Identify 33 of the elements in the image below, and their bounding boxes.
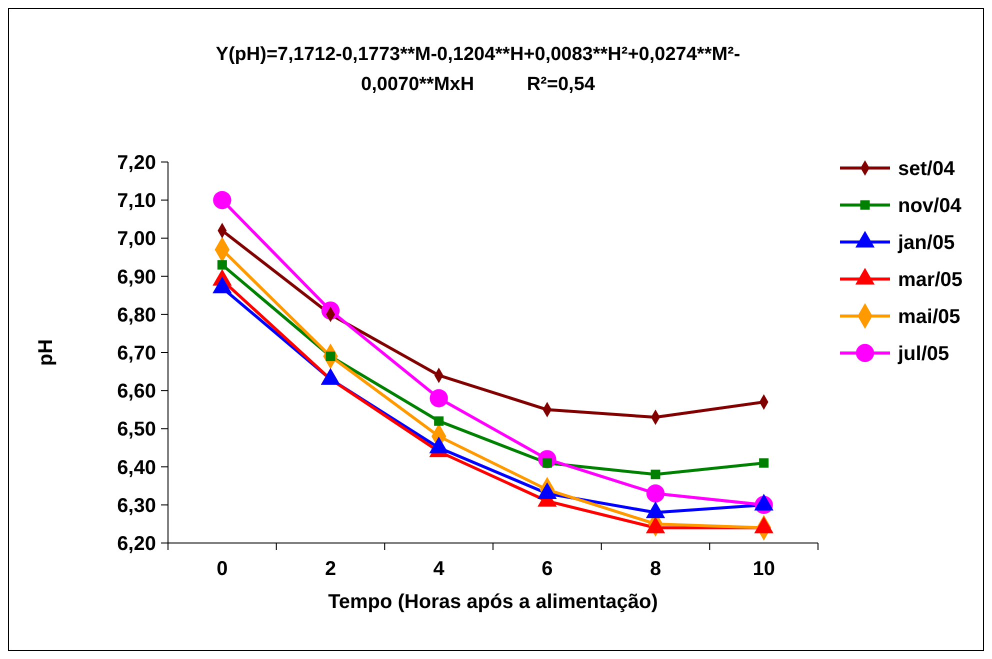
y-tick-label: 7,00: [117, 228, 156, 250]
point: [434, 416, 444, 426]
point: [650, 470, 660, 480]
point: [646, 484, 665, 503]
legend-label: nov/04: [898, 195, 962, 217]
x-axis-title: Tempo (Horas após a alimentação): [328, 591, 658, 613]
y-tick-label: 6,70: [117, 342, 156, 364]
point: [213, 191, 232, 210]
y-tick-label: 6,50: [117, 418, 156, 441]
y-tick-label: 6,20: [117, 533, 156, 555]
point: [759, 458, 769, 468]
chart-title: Y(pH)=7,1712-0,1773**M-0,1204**H+0,0083**H²+0,0274**M²- 0,0070**MxH R²=0,54: [216, 44, 740, 95]
y-tick-label: 7,20: [117, 152, 156, 174]
y-axis-title: pH: [35, 339, 57, 366]
legend-label: set/04: [898, 158, 956, 180]
x-tick-label: 4: [433, 558, 446, 580]
point: [430, 389, 448, 408]
x-tick-label: 2: [324, 558, 336, 580]
y-tick-label: 6,90: [117, 266, 156, 288]
y-tick-label: 6,80: [117, 304, 156, 326]
legend-label: jul/05: [897, 343, 950, 365]
legend-label: mar/05: [898, 269, 962, 291]
point: [217, 260, 227, 270]
x-tick-label: 6: [542, 558, 553, 580]
y-tick-label: 6,60: [117, 380, 156, 403]
legend-label: jan/05: [897, 232, 955, 254]
x-tick-label: 10: [752, 558, 775, 580]
y-tick-label: 6,30: [117, 494, 156, 517]
x-tick-label: 0: [216, 558, 228, 580]
y-tick-label: 7,10: [117, 190, 156, 212]
y-tick-label: 6,40: [117, 456, 156, 479]
legend-label: mai/05: [898, 306, 960, 328]
x-tick-label: 8: [650, 558, 662, 580]
